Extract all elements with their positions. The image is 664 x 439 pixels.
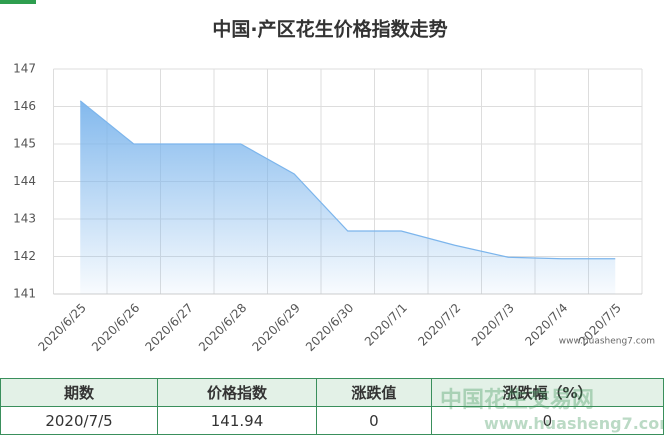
y-tick-label: 147 (13, 62, 36, 76)
table-row: 2020/7/5 141.94 0 0 (0, 406, 664, 435)
chart-title: 中国·产区花生价格指数走势 (212, 18, 447, 41)
x-tick-label: 2020/6/25 (35, 301, 88, 354)
area-fill (80, 100, 616, 294)
x-tick-label: 2020/6/28 (196, 301, 249, 354)
x-tick-label: 2020/6/29 (249, 301, 302, 354)
y-tick-label: 146 (13, 99, 36, 113)
x-tick-label: 2020/6/27 (142, 301, 195, 354)
table-cell: 2020/7/5 (0, 406, 159, 435)
table-header: 价格指数 (157, 378, 317, 407)
y-tick-label: 143 (13, 212, 36, 226)
x-tick-label: 2020/7/3 (469, 301, 517, 349)
source: www.huasheng7.com (559, 337, 655, 347)
data-table: 期数 价格指数 涨跌值 涨跌幅（%） 2020/7/5 141.94 0 0 (0, 378, 664, 435)
table-header: 期数 (0, 378, 159, 407)
y-tick-label: 141 (13, 287, 36, 301)
table-cell: 0 (315, 406, 432, 435)
y-tick-label: 142 (13, 249, 36, 263)
x-tick-label: 2020/6/26 (89, 301, 142, 354)
x-tick-label: 2020/7/1 (362, 301, 410, 349)
y-tick-label: 144 (13, 174, 36, 188)
x-tick-label: 2020/6/30 (303, 301, 356, 354)
table-header: 涨跌幅（%） (430, 378, 664, 407)
chart: 中国·产区花生价格指数走势 www.huasheng7.com 141 142 14… (0, 0, 655, 354)
x-tick-label: 2020/7/2 (415, 301, 463, 349)
corner-bar (0, 0, 36, 4)
table-header: 涨跌值 (315, 378, 432, 407)
line (79, 100, 616, 260)
y-tick-label: 145 (13, 137, 36, 151)
table-cell: 0 (430, 406, 664, 435)
table-cell: 141.94 (157, 406, 317, 435)
